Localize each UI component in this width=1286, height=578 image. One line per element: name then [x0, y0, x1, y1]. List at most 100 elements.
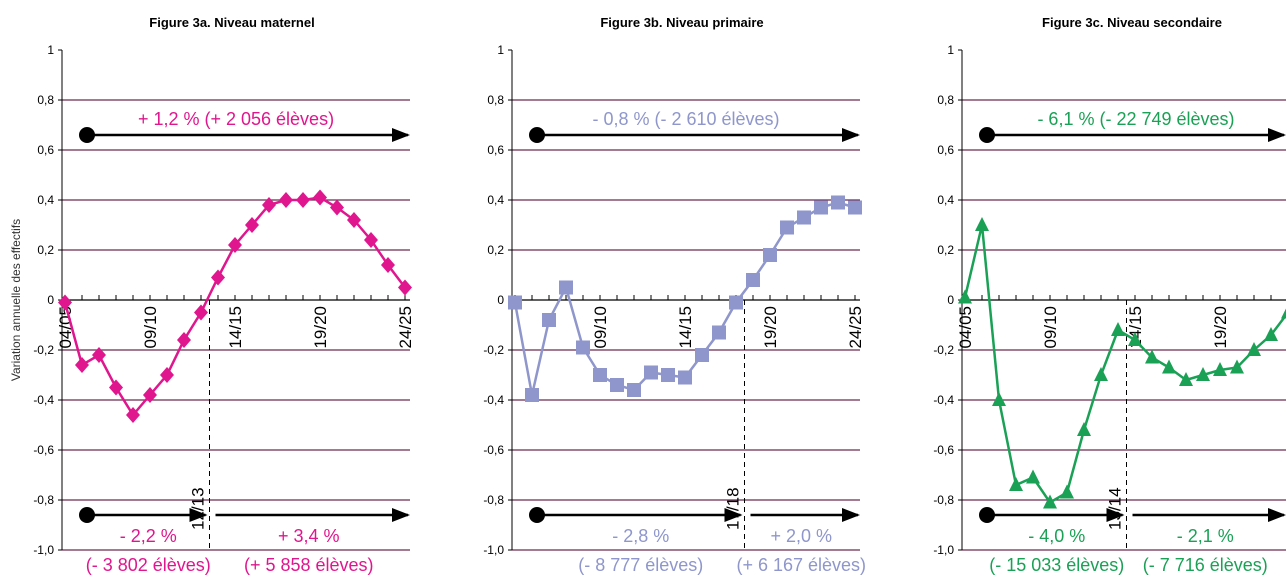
- x-tick-label: 09/10: [1041, 306, 1060, 349]
- y-tick-label: 0,4: [37, 193, 54, 207]
- data-point: [1162, 359, 1176, 374]
- y-tick-label: -0,2: [933, 343, 954, 357]
- x-tick-label: 24/25: [846, 306, 865, 349]
- split-label: 17/18: [724, 487, 743, 530]
- y-tick-label: 1: [497, 43, 504, 57]
- after-count-label: (+ 6 167 élèves): [736, 555, 866, 575]
- data-point: [831, 195, 845, 210]
- y-tick-label: 0: [47, 293, 54, 307]
- data-point: [58, 294, 72, 311]
- data-point: [627, 383, 641, 397]
- x-tick-label: 09/10: [591, 306, 610, 349]
- data-point: [1026, 469, 1040, 484]
- data-point: [160, 367, 174, 383]
- data-point: [211, 269, 225, 286]
- data-point: [1077, 422, 1091, 436]
- data-point: [712, 325, 726, 340]
- y-tick-label: 0,8: [937, 93, 954, 107]
- chart-panel-2: Figure 3b. Niveau primaire 1 0,8 0,6 0,4 0,2 0…: [483, 15, 866, 575]
- y-tick-label: 0,2: [937, 243, 954, 257]
- x-tick-label: 04/05: [956, 306, 975, 349]
- chart-panel-1: Figure 3a. Niveau maternel 1 0,8 0,6 0,4 0,2 0…: [33, 15, 415, 575]
- data-point: [1060, 484, 1074, 499]
- x-tick-label: 04/05: [56, 306, 75, 349]
- before-pct-label: - 4,0 %: [1028, 526, 1085, 546]
- data-point: [559, 280, 573, 295]
- data-point: [992, 392, 1006, 406]
- data-point: [194, 304, 208, 321]
- before-pct-label: - 2,2 %: [120, 526, 177, 546]
- data-point: [1196, 367, 1210, 381]
- y-tick-label: -0,4: [483, 393, 504, 407]
- data-point: [1128, 332, 1142, 346]
- data-point: [542, 313, 556, 327]
- data-point: [576, 340, 590, 355]
- data-point: [92, 347, 106, 363]
- y-tick-label: -0,2: [483, 343, 504, 357]
- y-tick-label: -0,4: [33, 393, 54, 407]
- data-point: [644, 365, 658, 380]
- data-point: [695, 348, 709, 362]
- y-tick-label: -0,4: [933, 393, 954, 407]
- y-tick-label: -1,0: [33, 543, 54, 557]
- data-point: [381, 257, 395, 273]
- data-point: [1094, 367, 1108, 381]
- before-count-label: (- 8 777 élèves): [578, 555, 703, 575]
- data-point: [1247, 342, 1261, 356]
- x-tick-label: 19/20: [311, 306, 330, 349]
- x-tick-label: 14/15: [226, 306, 245, 349]
- after-pct-label: + 3,4 %: [278, 526, 340, 546]
- x-tick-label: 24/25: [396, 306, 415, 349]
- data-point: [109, 379, 123, 396]
- y-tick-label: 0,8: [37, 93, 54, 107]
- y-axis-label: Variation annuelle des effectifs: [9, 219, 23, 381]
- data-point: [245, 217, 259, 233]
- data-point: [678, 370, 692, 385]
- y-tick-label: 0,6: [487, 143, 504, 157]
- split-label: 13/14: [1106, 487, 1125, 530]
- after-count-label: (+ 5 858 élèves): [244, 555, 374, 575]
- data-point: [347, 212, 361, 228]
- data-point: [1230, 359, 1244, 374]
- chart-title: Figure 3c. Niveau secondaire: [1042, 15, 1222, 30]
- data-point: [1145, 349, 1159, 364]
- data-point: [1264, 327, 1278, 341]
- data-point: [729, 295, 743, 310]
- after-pct-label: - 2,1 %: [1177, 526, 1234, 546]
- before-pct-label: - 2,8 %: [612, 526, 669, 546]
- data-point: [1111, 322, 1125, 336]
- x-tick-label: 19/20: [761, 306, 780, 349]
- y-tick-label: 0,4: [937, 193, 954, 207]
- data-point: [364, 232, 378, 248]
- y-tick-label: -0,8: [933, 493, 954, 507]
- data-point: [1281, 308, 1286, 319]
- data-point: [75, 357, 89, 373]
- x-tick-label: 19/20: [1211, 306, 1230, 349]
- data-point: [296, 192, 310, 208]
- data-point: [797, 210, 811, 225]
- total-change-label: + 1,2 % (+ 2 056 élèves): [138, 109, 334, 129]
- data-point: [1009, 477, 1023, 491]
- data-point: [975, 217, 989, 231]
- y-tick-label: 0,6: [37, 143, 54, 157]
- y-tick-label: 0,2: [487, 243, 504, 257]
- y-tick-label: 0,2: [37, 243, 54, 257]
- data-point: [508, 295, 522, 310]
- data-point: [143, 387, 157, 403]
- data-point: [126, 407, 140, 423]
- chart-title: Figure 3b. Niveau primaire: [600, 15, 763, 30]
- y-tick-label: -0,8: [483, 493, 504, 507]
- data-point: [279, 192, 293, 208]
- y-tick-label: -0,6: [933, 443, 954, 457]
- y-tick-label: -0,6: [33, 443, 54, 457]
- data-point: [330, 199, 344, 216]
- data-point: [1179, 372, 1193, 386]
- y-tick-label: -1,0: [483, 543, 504, 557]
- after-pct-label: + 2,0 %: [770, 526, 832, 546]
- y-tick-label: -0,8: [33, 493, 54, 507]
- before-count-label: (- 15 033 élèves): [989, 555, 1124, 575]
- data-point: [228, 237, 242, 253]
- after-count-label: (- 7 716 élèves): [1143, 555, 1268, 575]
- data-point: [177, 332, 191, 348]
